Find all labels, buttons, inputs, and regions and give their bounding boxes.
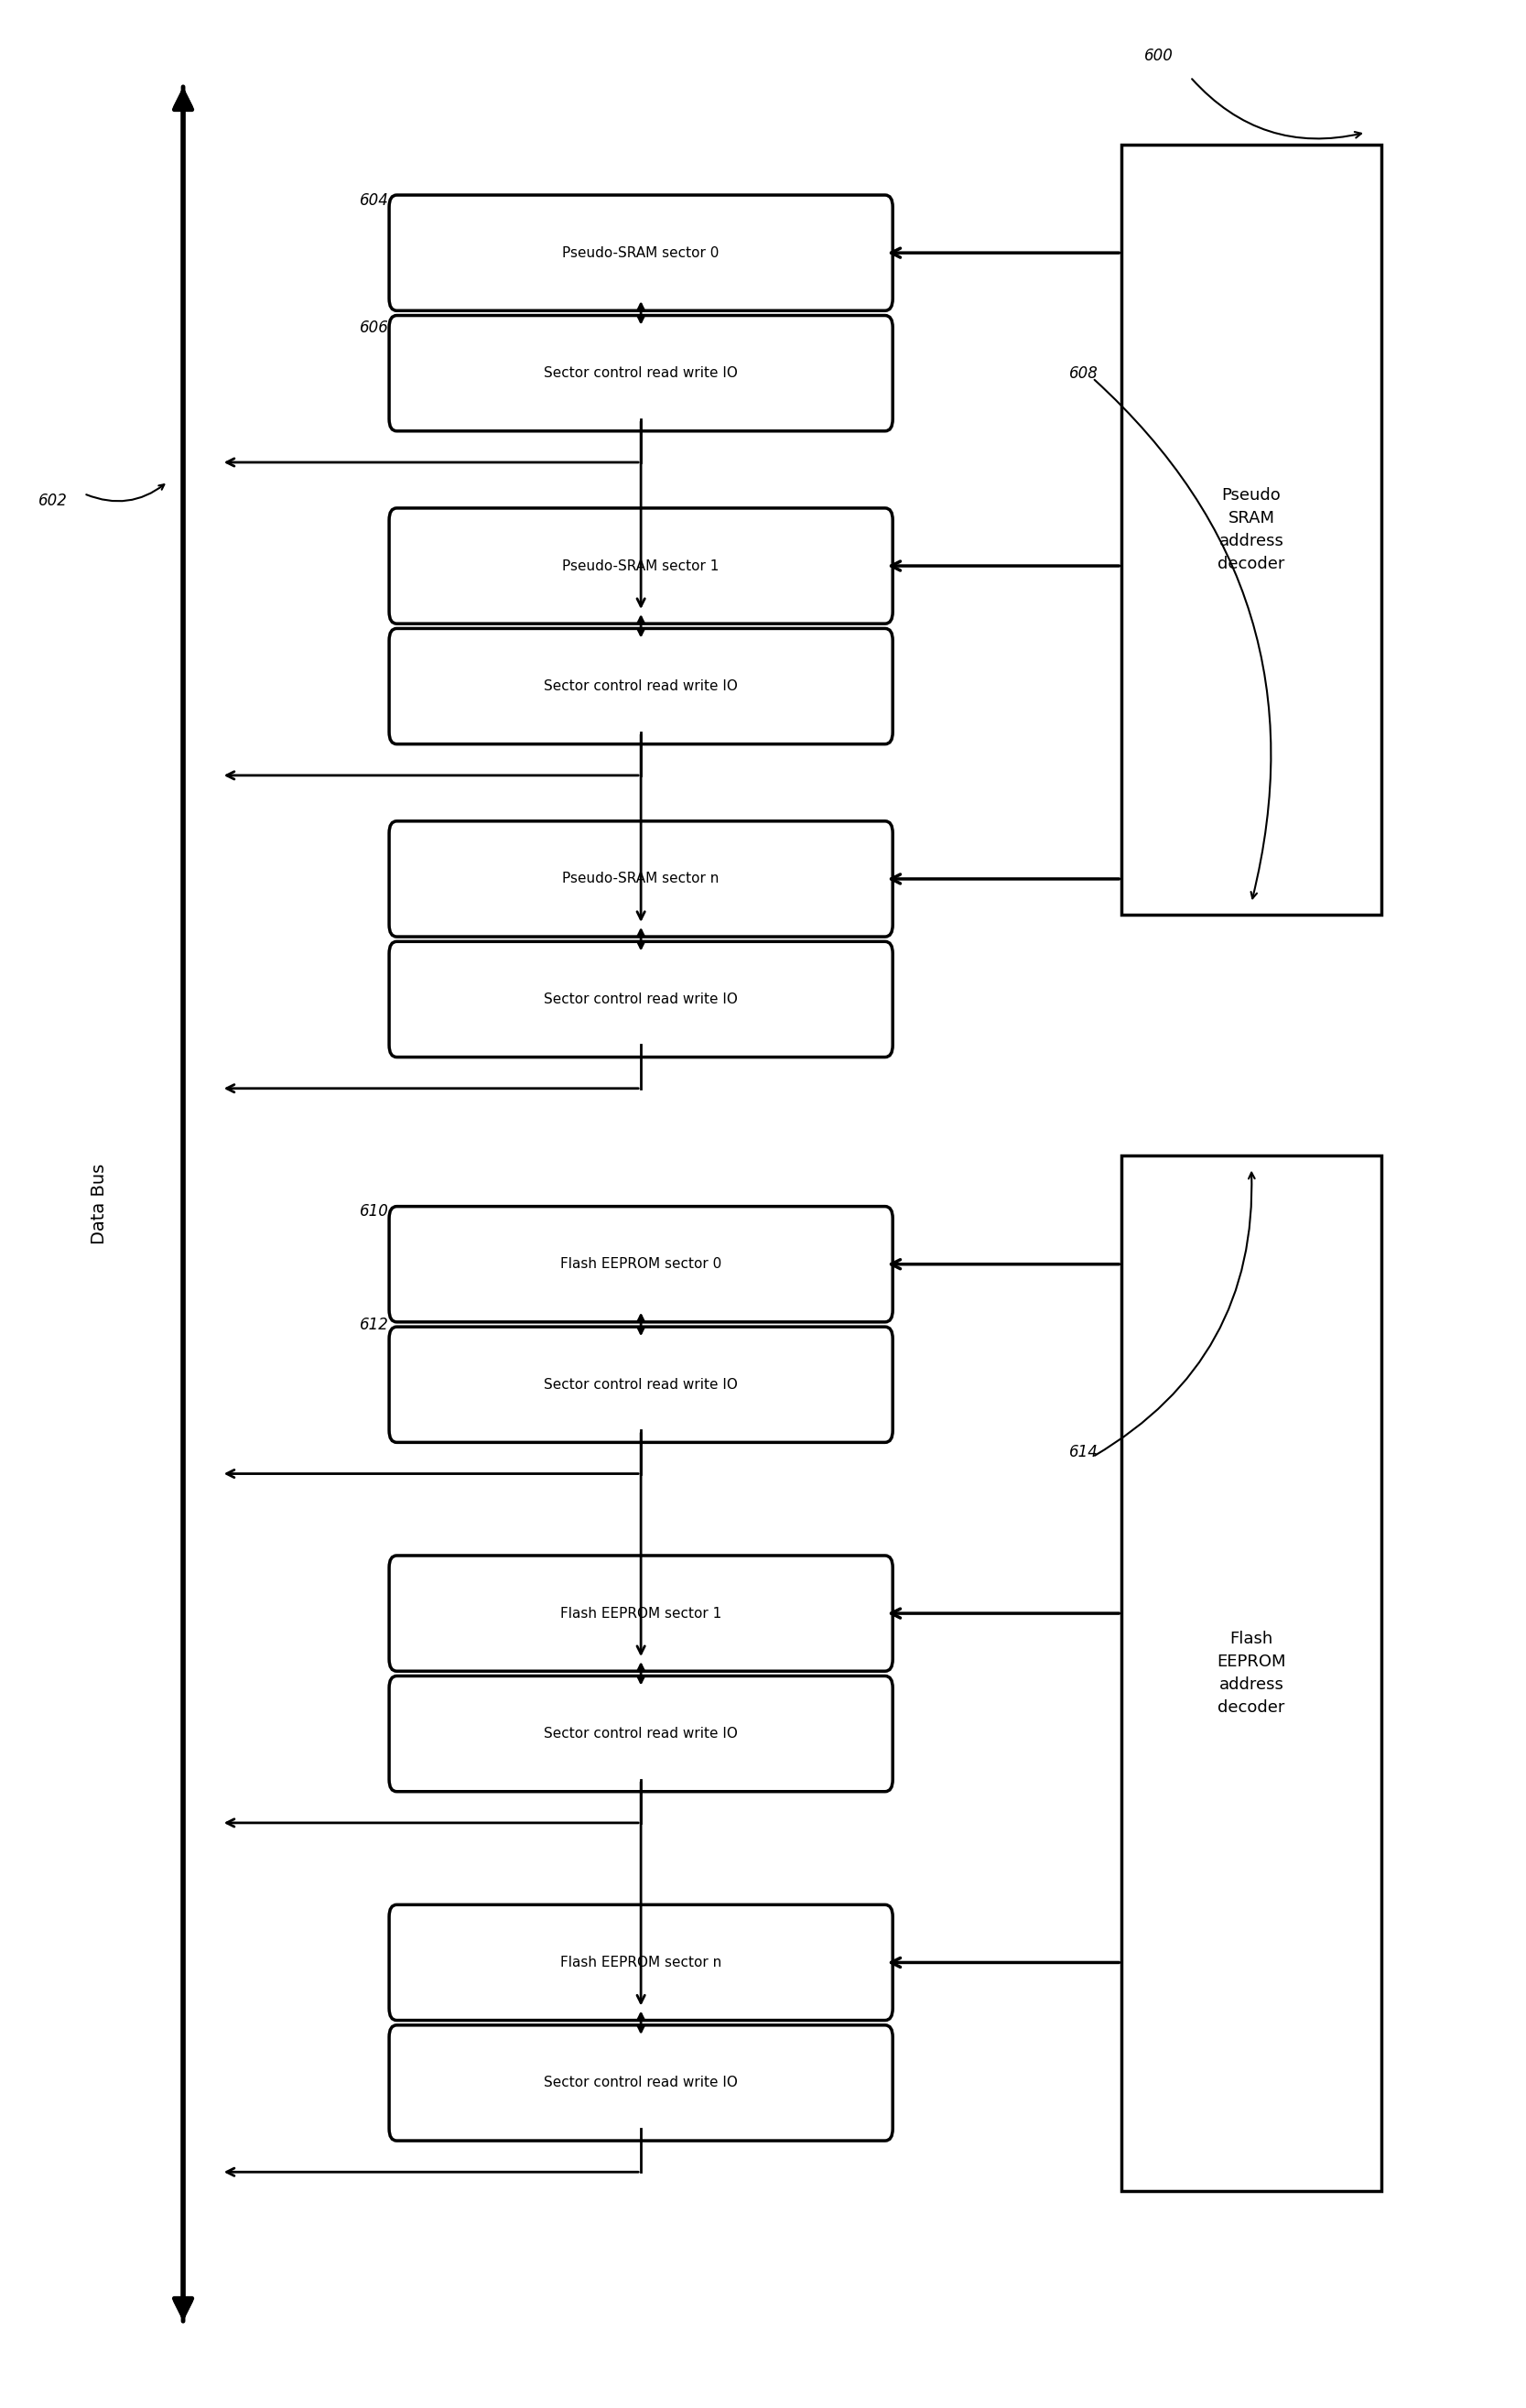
FancyBboxPatch shape bbox=[389, 1206, 893, 1322]
Text: 604: 604 bbox=[360, 193, 389, 209]
Text: 606: 606 bbox=[360, 320, 389, 337]
Text: Pseudo-SRAM sector n: Pseudo-SRAM sector n bbox=[563, 872, 719, 886]
FancyBboxPatch shape bbox=[389, 821, 893, 937]
FancyBboxPatch shape bbox=[389, 942, 893, 1057]
Text: Sector control read write IO: Sector control read write IO bbox=[543, 1727, 739, 1741]
Text: Flash
EEPROM
address
decoder: Flash EEPROM address decoder bbox=[1216, 1630, 1286, 1717]
FancyBboxPatch shape bbox=[389, 195, 893, 311]
FancyBboxPatch shape bbox=[389, 508, 893, 624]
Bar bbox=[1122, 1156, 1381, 2191]
Text: Sector control read write IO: Sector control read write IO bbox=[543, 992, 739, 1007]
FancyBboxPatch shape bbox=[389, 1327, 893, 1442]
Text: 612: 612 bbox=[360, 1317, 389, 1334]
Text: Sector control read write IO: Sector control read write IO bbox=[543, 679, 739, 694]
Text: Flash EEPROM sector n: Flash EEPROM sector n bbox=[560, 1955, 722, 1970]
Text: Pseudo-SRAM sector 0: Pseudo-SRAM sector 0 bbox=[563, 246, 719, 260]
FancyBboxPatch shape bbox=[389, 315, 893, 431]
Text: Pseudo-SRAM sector 1: Pseudo-SRAM sector 1 bbox=[563, 559, 719, 573]
Text: Data Bus: Data Bus bbox=[90, 1163, 108, 1245]
FancyBboxPatch shape bbox=[389, 1905, 893, 2020]
Text: 602: 602 bbox=[38, 494, 69, 510]
Bar bbox=[1122, 144, 1381, 915]
Text: Sector control read write IO: Sector control read write IO bbox=[543, 366, 739, 380]
FancyBboxPatch shape bbox=[389, 2025, 893, 2141]
FancyBboxPatch shape bbox=[389, 628, 893, 744]
Text: Flash EEPROM sector 1: Flash EEPROM sector 1 bbox=[560, 1606, 722, 1621]
Text: Sector control read write IO: Sector control read write IO bbox=[543, 1377, 739, 1392]
Text: 608: 608 bbox=[1070, 366, 1099, 383]
FancyBboxPatch shape bbox=[389, 1676, 893, 1792]
Text: 600: 600 bbox=[1144, 48, 1173, 65]
Text: 610: 610 bbox=[360, 1204, 389, 1221]
Text: Pseudo
SRAM
address
decoder: Pseudo SRAM address decoder bbox=[1218, 486, 1285, 573]
FancyBboxPatch shape bbox=[389, 1556, 893, 1671]
Text: 614: 614 bbox=[1070, 1445, 1099, 1462]
Text: Sector control read write IO: Sector control read write IO bbox=[543, 2076, 739, 2090]
Text: Flash EEPROM sector 0: Flash EEPROM sector 0 bbox=[560, 1257, 722, 1271]
